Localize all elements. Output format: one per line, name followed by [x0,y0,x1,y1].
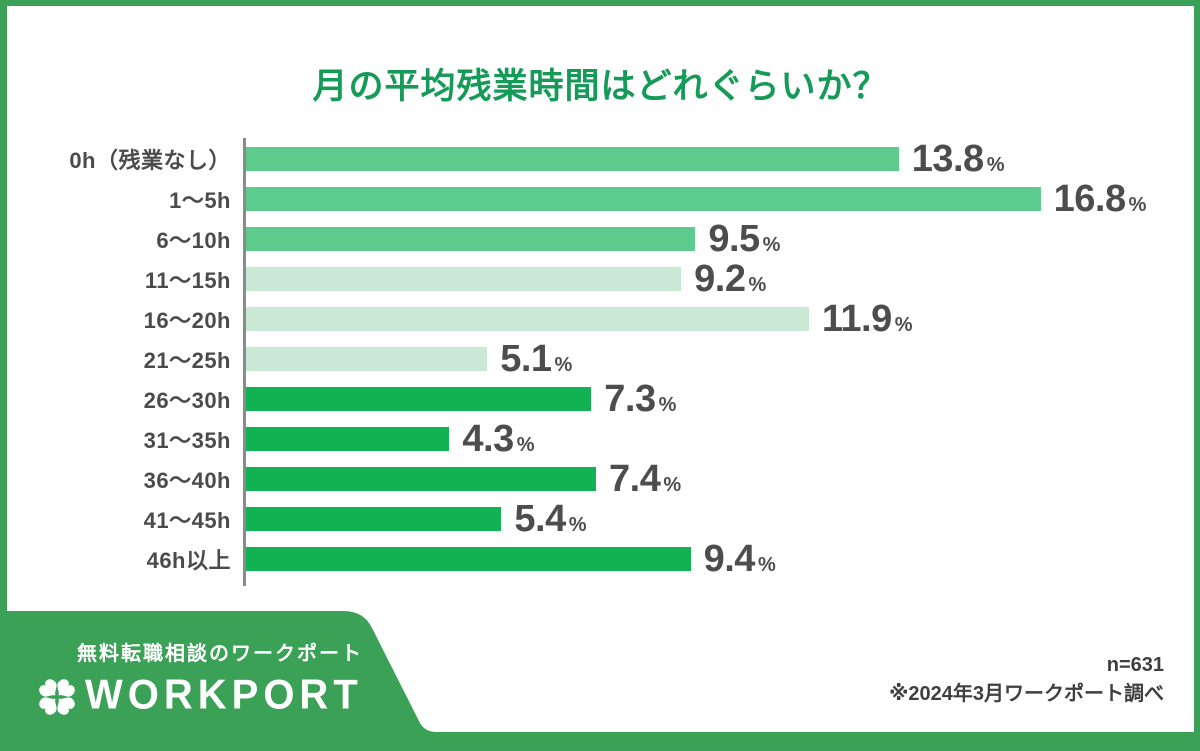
category-label: 6〜10h [156,228,231,253]
value-number: 11.9 [821,298,892,340]
value-number: 9.5 [708,218,760,260]
value-label: 16.8 % [1054,180,1147,218]
value-label: 7.3 % [604,380,676,418]
bar-track: 13.8 % [246,139,1193,179]
percent-sign: % [516,434,535,456]
bar-track: 11.9 % [246,299,1193,339]
chart-row: 21〜25h 5.1 % [7,339,1193,379]
category-label: 41〜45h [143,508,231,533]
value-number: 7.3 [604,378,656,420]
bar-track: 9.4 % [246,539,1193,579]
percent-sign: % [568,514,587,536]
value-label: 13.8 % [912,140,1005,178]
category-label: 16〜20h [143,308,231,333]
bar-track: 9.5 % [246,219,1193,259]
brand-block: 無料転職相談のワークポート WORKPORT [35,637,363,719]
percent-sign: % [663,474,682,496]
survey-source: ※2024年3月ワークポート調べ [888,683,1164,705]
chart-row: 46h以上 9.4 % [7,539,1193,579]
chart-row: 36〜40h 7.4 % [7,459,1193,499]
value-number: 7.4 [609,458,661,500]
chart-row: 1〜5h 16.8 % [7,179,1193,219]
percent-sign: % [1128,194,1147,216]
bar-track: 7.4 % [246,459,1193,499]
sample-size: n=631 [1106,654,1164,676]
category-label: 0h（残業なし） [69,148,231,173]
bar [246,547,691,571]
clover-icon [36,676,78,717]
bar [246,467,597,491]
bar [246,507,502,531]
value-number: 13.8 [911,138,984,180]
y-axis-line [243,138,246,586]
value-label: 4.3 % [462,420,534,458]
bar-track: 4.3 % [246,419,1193,459]
category-label: 36〜40h [143,468,231,493]
brand-wordmark: WORKPORT [85,671,363,718]
value-number: 16.8 [1053,178,1126,220]
chart-row: 41〜45h 5.4 % [7,499,1193,539]
value-number: 5.4 [514,498,566,540]
bar-track: 7.3 % [246,379,1193,419]
bar [246,307,809,331]
value-label: 5.1 % [500,340,572,378]
brand-banner-shape [7,611,457,751]
category-label: 46h以上 [146,548,231,573]
value-number: 5.1 [500,338,552,380]
value-label: 9.4 % [704,540,776,578]
bar [246,387,592,411]
percent-sign: % [748,274,767,296]
value-number: 4.3 [462,418,514,460]
chart-row: 26〜30h 7.3 % [7,379,1193,419]
value-number: 9.2 [694,258,746,300]
category-label: 31〜35h [143,428,231,453]
bar [246,347,488,371]
chart-row: 11〜15h 9.2 % [7,259,1193,299]
chart-rows: 0h（残業なし） 13.8 % 1〜5h 16.8 % [7,139,1193,579]
value-label: 11.9 % [822,300,913,338]
percent-sign: % [757,554,776,576]
bar-track: 16.8 % [246,179,1193,219]
brand-lockup: WORKPORT [35,671,363,719]
value-label: 5.4 % [514,500,586,538]
bar [246,187,1041,211]
brand-tagline: 無料転職相談のワークポート [77,643,363,665]
category-label: 11〜15h [144,268,231,293]
chart-row: 31〜35h 4.3 % [7,419,1193,459]
value-label: 9.5 % [708,220,780,258]
bar [246,427,450,451]
bar-track: 5.1 % [246,339,1193,379]
chart-row: 6〜10h 9.5 % [7,219,1193,259]
category-label: 1〜5h [169,188,231,213]
value-label: 7.4 % [609,460,681,498]
survey-note: n=631 ※2024年3月ワークポート調べ [889,651,1164,709]
bar-track: 5.4 % [246,499,1193,539]
chart-row: 16〜20h 11.9 % [7,299,1193,339]
bar [246,227,696,251]
percent-sign: % [554,354,573,376]
bar [246,267,682,291]
percent-sign: % [658,394,677,416]
percent-sign: % [986,154,1005,176]
percent-sign: % [762,234,781,256]
chart-row: 0h（残業なし） 13.8 % [7,139,1193,179]
value-label: 9.2 % [694,260,766,298]
bar [246,147,899,171]
overtime-bar-chart: 0h（残業なし） 13.8 % 1〜5h 16.8 % [7,138,1193,586]
percent-sign: % [894,314,913,336]
value-number: 9.4 [703,538,756,580]
page-title: 月の平均残業時間はどれぐらいか？ [312,67,889,106]
category-label: 21〜25h [143,348,231,373]
bar-track: 9.2 % [246,259,1193,299]
category-label: 26〜30h [143,388,231,413]
